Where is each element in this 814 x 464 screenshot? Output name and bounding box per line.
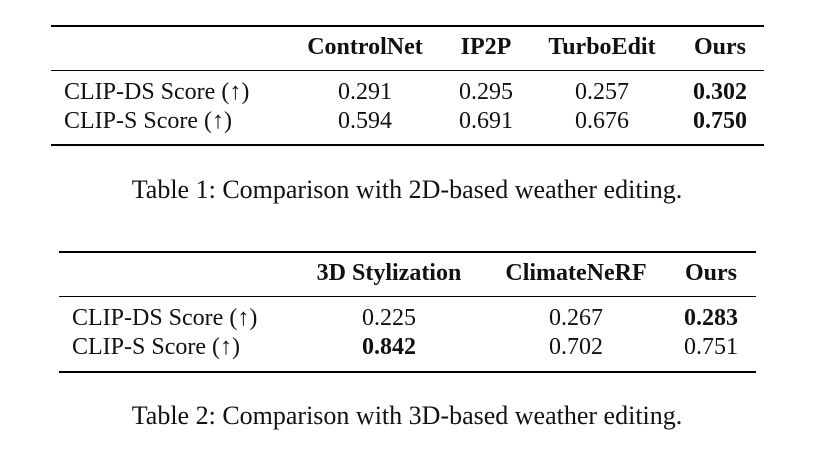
table-2-row-1-label: CLIP-DS Score (↑) [72,305,258,331]
table-1-row-1-label: CLIP-DS Score (↑) [64,79,250,105]
table-1-row-1-controlnet: 0.291 [338,79,392,105]
table-2-row-2-3d-stylization: 0.842 [362,334,416,360]
table-1-row-2-ours: 0.750 [693,108,747,134]
table-1-bottom-rule [51,144,764,146]
table-1-row-2-turboedit: 0.676 [575,108,629,134]
table-2-row-1-ours: 0.283 [684,305,738,331]
table-2-bottom-rule [59,371,756,373]
table-2-caption: Table 2: Comparison with 3D-based weathe… [131,401,683,430]
table-2-row-2-climatenerf: 0.702 [549,334,603,360]
table-2-row-2-label: CLIP-S Score (↑) [72,334,240,360]
table-1-row-2-ip2p: 0.691 [459,108,513,134]
table-1-row-1-turboedit: 0.257 [575,79,629,105]
table-1-header-ours: Ours [693,34,746,60]
table-1-header-ip2p: IP2P [460,34,512,60]
table-2-row-1-3d-stylization: 0.225 [362,305,416,331]
table-2-row-1-climatenerf: 0.267 [549,305,603,331]
table-1-caption: Table 1: Comparison with 2D-based weathe… [131,175,683,204]
table-2-header-ours: Ours [684,260,737,286]
table-2-header-climatenerf: ClimateNeRF [505,260,647,286]
table-1-row-1-ours: 0.302 [693,79,747,105]
table-2-top-rule [59,251,756,253]
table-1-mid-rule [51,70,764,71]
table-2-row-2-ours: 0.751 [684,334,738,360]
table-2-mid-rule [59,296,756,297]
table-1-row-2-controlnet: 0.594 [338,108,392,134]
table-1-header-controlnet: ControlNet [307,34,423,60]
table-1-row-2-label: CLIP-S Score (↑) [64,108,232,134]
table-2-header-3d-stylization: 3D Stylization [316,260,462,286]
table-1-row-1-ip2p: 0.295 [459,79,513,105]
table-1-top-rule [51,25,764,27]
table-1-header-turboedit: TurboEdit [548,34,656,60]
